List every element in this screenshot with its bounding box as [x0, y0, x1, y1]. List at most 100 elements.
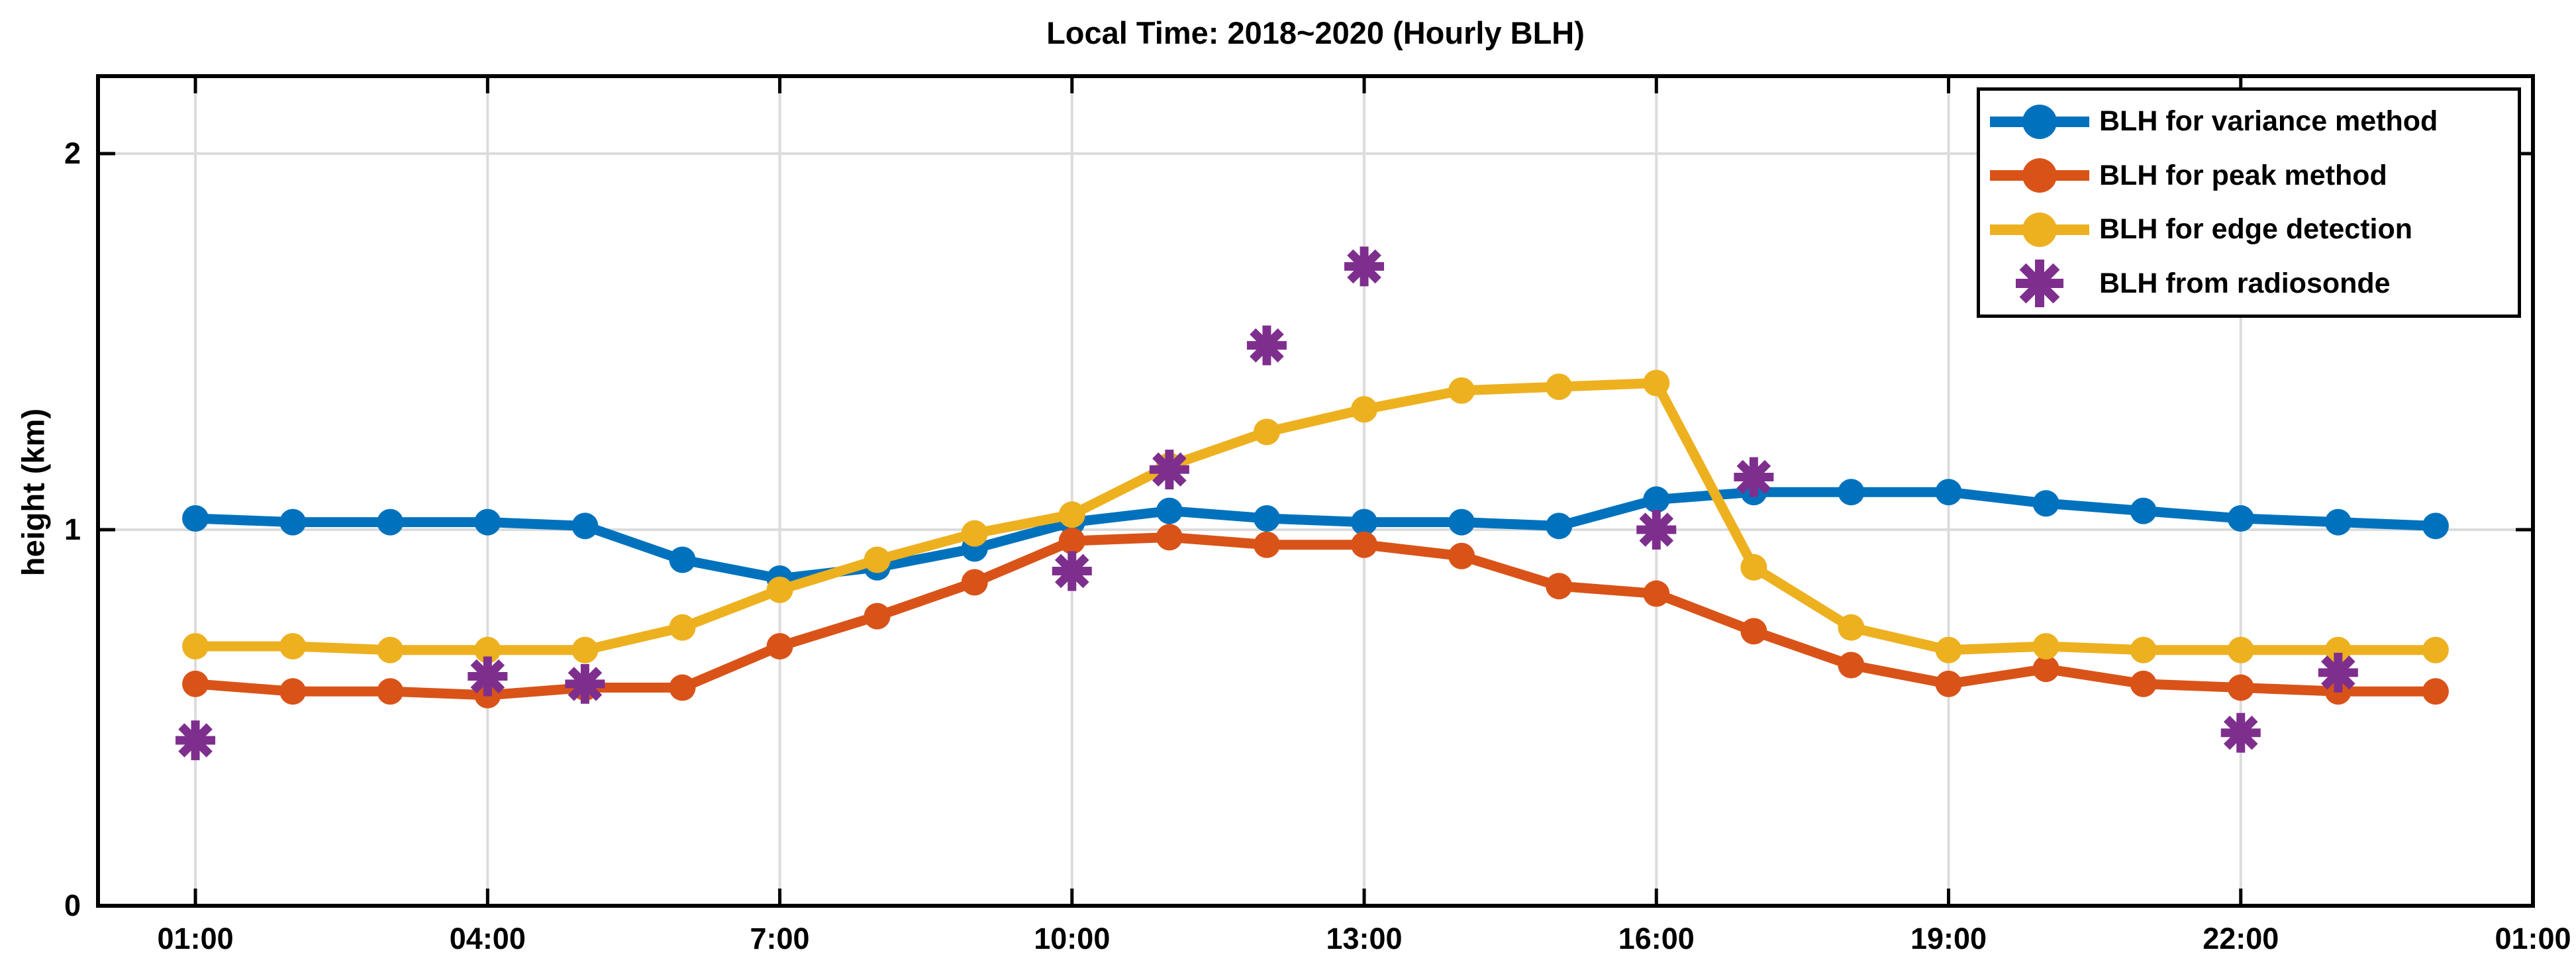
radiosonde-point [1149, 450, 1189, 490]
x-tick-label: 01:00 [2495, 922, 2571, 955]
y-tick-label: 1 [64, 512, 81, 546]
legend-sample [1990, 104, 2089, 139]
legend-asterisk-arm [2019, 263, 2060, 304]
data-point-marker [474, 636, 501, 663]
data-point-marker [1253, 531, 1280, 558]
data-point-marker [669, 546, 696, 573]
data-point-marker [669, 674, 696, 701]
plot-border [96, 74, 2535, 908]
data-point-marker [1838, 479, 1865, 506]
x-tick-label: 01:00 [157, 922, 234, 955]
radiosonde-point [1636, 510, 1677, 550]
series-line-1 [190, 532, 2441, 701]
x-tick-label: 16:00 [1618, 922, 1695, 955]
radiosonde-point [2220, 712, 2261, 753]
data-point-marker [1838, 652, 1865, 679]
asterisk-arm [2223, 715, 2258, 750]
data-point-marker [1643, 369, 1670, 397]
data-point-marker [1935, 670, 1962, 697]
data-point-marker [182, 633, 209, 660]
asterisk-arm [178, 723, 213, 757]
data-point-marker [864, 546, 891, 573]
legend-label: BLH for peak method [2099, 159, 2387, 191]
x-tick-label: 22:00 [2203, 922, 2279, 955]
data-point-marker [2227, 636, 2254, 663]
data-point-marker [2032, 655, 2059, 683]
data-point-marker [377, 509, 404, 536]
data-point-marker [1156, 497, 1183, 524]
data-point-marker [2032, 633, 2059, 660]
data-point-marker [279, 633, 307, 660]
legend-label: BLH from radiosonde [2099, 267, 2391, 299]
data-point-marker [2422, 636, 2449, 663]
legend-sample [2016, 260, 2063, 308]
data-point-marker [1448, 377, 1475, 404]
legend-item-2: BLH for edge detection [1980, 203, 2518, 256]
data-point-marker [1448, 542, 1475, 569]
data-point-marker [2422, 678, 2449, 705]
data-point-marker [766, 576, 793, 603]
data-point-marker [2227, 505, 2254, 532]
data-point-marker [1351, 396, 1378, 423]
data-point-marker [2130, 497, 2157, 524]
legend: BLH for variance method BLH for peak meth… [1977, 87, 2521, 318]
data-point-marker [766, 633, 793, 660]
legend-sample [1990, 212, 2089, 247]
data-point-marker [961, 520, 988, 547]
legend-item-0: BLH for variance method [1980, 95, 2518, 148]
radiosonde-point [565, 663, 605, 704]
data-point-marker [1643, 486, 1670, 513]
data-point-marker [1935, 479, 1962, 506]
legend-sample [1990, 158, 2089, 193]
data-point-marker [2324, 509, 2352, 536]
data-point-marker [2130, 636, 2157, 663]
asterisk-arm [1347, 249, 1381, 284]
data-point-marker [1448, 509, 1475, 536]
line-marker-icon [1980, 95, 2099, 148]
legend-item-1: BLH for peak method [1980, 149, 2518, 202]
legend-label: BLH for edge detection [2099, 213, 2413, 246]
data-point-marker [1740, 554, 1767, 581]
chart-title: Local Time: 2018~2020 (Hourly BLH) [1046, 15, 1585, 50]
data-point-marker [182, 505, 209, 532]
data-point-marker [1546, 512, 1573, 540]
radiosonde-point [1344, 246, 1385, 287]
data-point-marker [1351, 509, 1378, 536]
asterisk-arm [470, 659, 505, 694]
data-point-marker [1546, 373, 1573, 401]
x-tick-label: 10:00 [1034, 922, 1111, 955]
data-point-marker [377, 678, 404, 705]
data-point-marker [1156, 524, 1183, 551]
data-point-marker [279, 678, 307, 705]
y-tick-label: 2 [64, 136, 81, 170]
data-point-marker [1546, 573, 1573, 600]
radiosonde-point [175, 720, 216, 761]
data-point-marker [377, 636, 404, 663]
data-point-marker [1643, 580, 1670, 607]
legend-circle-marker [2022, 212, 2057, 247]
data-point-marker [182, 670, 209, 697]
legend-circle-marker [2022, 158, 2057, 193]
asterisk-arm [1250, 328, 1284, 363]
data-point-marker [1740, 618, 1767, 645]
legend-label: BLH for variance method [2099, 105, 2438, 138]
data-point-marker [864, 603, 891, 630]
radiosonde-point [2318, 652, 2358, 693]
data-point-marker [1253, 418, 1280, 446]
data-point-marker [571, 636, 599, 663]
radiosonde-point [468, 656, 508, 697]
asterisk-arm [1054, 554, 1089, 589]
x-tick-label: 13:00 [1326, 922, 1403, 955]
data-point-marker [279, 509, 307, 536]
data-point-marker [961, 569, 988, 596]
data-point-marker [1058, 501, 1085, 528]
x-tick-label: 04:00 [449, 922, 526, 955]
radiosonde-point [1246, 325, 1287, 365]
x-tick-label: 7:00 [750, 922, 810, 955]
asterisk-arm [1152, 452, 1187, 487]
data-point-marker [2227, 674, 2254, 701]
data-point-marker [2324, 636, 2352, 663]
radiosonde-point [1052, 551, 1092, 591]
line-marker-icon [1980, 203, 2099, 256]
